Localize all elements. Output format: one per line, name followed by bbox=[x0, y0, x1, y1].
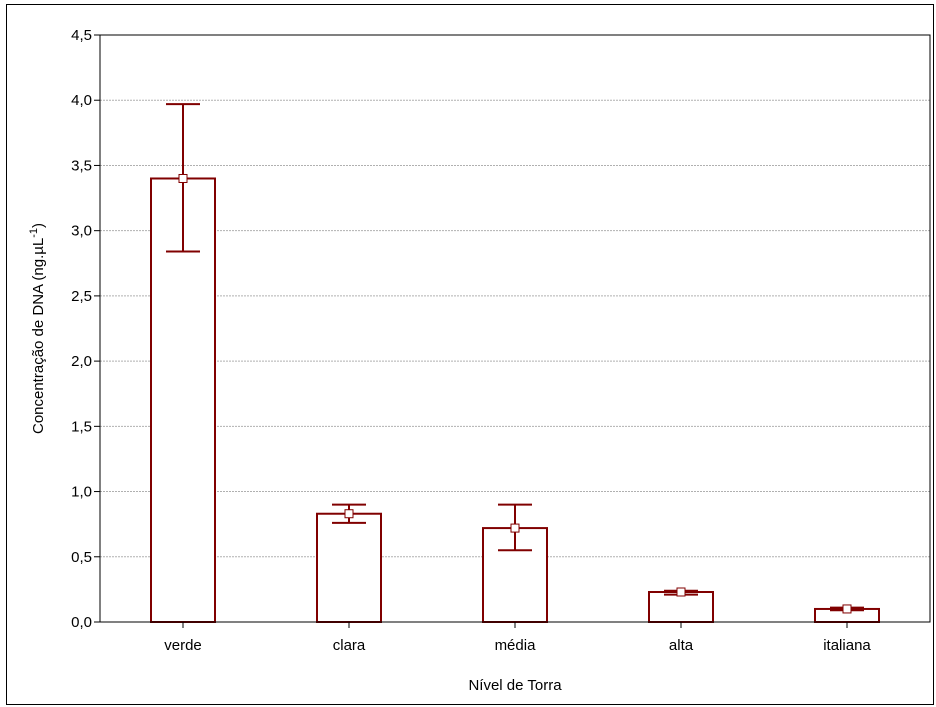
y-axis-title-suffix: ) bbox=[30, 223, 47, 228]
mean-markers bbox=[178, 173, 852, 614]
y-tick-label: 0,5 bbox=[71, 549, 92, 566]
x-tick-label: verde bbox=[164, 637, 202, 654]
gridlines bbox=[100, 99, 930, 558]
y-axis-title-main: Concentração de DNA (ng.µL bbox=[30, 238, 47, 434]
x-axis: verde clara média alta italiana bbox=[164, 622, 871, 654]
y-tick-label: 2,0 bbox=[71, 353, 92, 370]
y-tick-label: 0,0 bbox=[71, 614, 92, 631]
x-tick-label: italiana bbox=[823, 637, 871, 654]
x-tick-label: alta bbox=[669, 637, 694, 654]
y-axis: 0,0 0,5 1,0 1,5 2,0 2,5 3,0 3,5 4,0 4,5 bbox=[71, 27, 100, 631]
mean-marker bbox=[510, 523, 520, 533]
y-axis-title-superscript: -1 bbox=[28, 228, 40, 238]
bars bbox=[150, 177, 880, 624]
y-tick-label: 3,0 bbox=[71, 223, 92, 240]
y-tick-label: 1,0 bbox=[71, 484, 92, 501]
y-tick-label: 2,5 bbox=[71, 288, 92, 305]
x-tick-label: média bbox=[495, 637, 537, 654]
x-axis-title: Nível de Torra bbox=[468, 677, 562, 694]
mean-marker bbox=[178, 173, 188, 183]
mean-marker bbox=[676, 587, 686, 597]
y-axis-title: Concentração de DNA (ng.µL-1) bbox=[28, 223, 47, 434]
y-tick-label: 4,0 bbox=[71, 92, 92, 109]
y-tick-label: 1,5 bbox=[71, 418, 92, 435]
error-bars bbox=[166, 103, 864, 612]
mean-marker bbox=[344, 509, 354, 519]
y-tick-label: 4,5 bbox=[71, 27, 92, 44]
bar bbox=[316, 512, 382, 624]
mean-marker bbox=[842, 604, 852, 614]
y-tick-label: 3,5 bbox=[71, 157, 92, 174]
x-tick-label: clara bbox=[333, 637, 366, 654]
bar bbox=[648, 590, 714, 624]
